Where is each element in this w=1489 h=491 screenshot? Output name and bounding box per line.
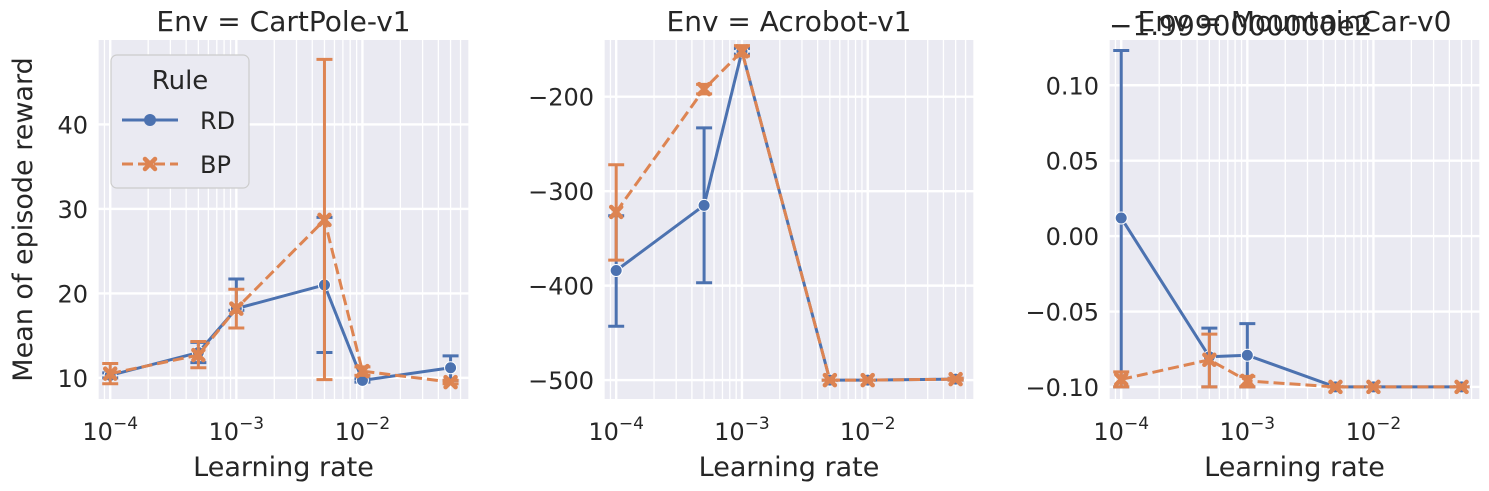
data-point [102, 366, 118, 381]
gridlines [1108, 40, 1481, 399]
y-tick-label: −500 [528, 367, 594, 395]
y-tick-label: −0.10 [1025, 374, 1099, 402]
series-bp [1113, 332, 1470, 395]
data-point [229, 301, 244, 316]
series-bp [102, 57, 459, 390]
x-tick-label: 10−3 [209, 414, 265, 446]
legend-title: Rule [152, 66, 209, 96]
data-point [444, 361, 458, 375]
panel-3: −0.10 −0.05 0.00 0.05 0.10 10−4 10−3 10−2 Learni… [1025, 5, 1481, 483]
x-tick-label: 10−2 [840, 414, 896, 446]
legend: Rule RD BP [110, 54, 250, 189]
x-tick-label: 10−4 [588, 414, 644, 446]
data-point [1240, 348, 1254, 362]
y-tick-label: 0.00 [1046, 223, 1099, 251]
y-tick-label: 20 [57, 280, 88, 308]
plot-area [1109, 40, 1480, 399]
data-point [948, 371, 963, 387]
panel-title: Env = Acrobot-v1 [667, 5, 912, 38]
gridlines [603, 40, 975, 399]
data-point [1240, 373, 1255, 389]
data-point [860, 372, 875, 388]
legend-label-rd: RD [200, 107, 235, 135]
x-tick-label: 10−3 [714, 414, 770, 446]
series-line [1120, 358, 1462, 389]
x-tick-label: 10−4 [82, 414, 138, 446]
y-tick-label: 0.05 [1046, 148, 1099, 176]
y-tick-label: −0.05 [1025, 299, 1099, 327]
data-point [191, 347, 206, 363]
data-point [734, 44, 750, 59]
data-point [317, 212, 332, 228]
data-point [1366, 379, 1381, 395]
y-tick-label: 0.10 [1046, 72, 1099, 100]
data-point [608, 204, 624, 220]
x-axis-label: Learning rate [699, 452, 880, 483]
data-point [609, 264, 623, 278]
series-line [109, 283, 451, 382]
x-tick-label: 10−2 [1346, 414, 1402, 446]
legend-marker [142, 156, 158, 172]
y-tick-label: 30 [57, 196, 88, 224]
data-point [822, 372, 838, 388]
data-point [696, 81, 712, 97]
series-bp [608, 44, 964, 388]
data-point [1202, 352, 1217, 368]
x-tick-label: 10−2 [335, 414, 391, 446]
x-axis-label: Learning rate [1204, 452, 1385, 483]
legend-label-bp: BP [200, 151, 231, 179]
y-tick-label: −400 [528, 273, 594, 301]
series-line [109, 218, 451, 384]
data-point [1114, 211, 1128, 225]
y-tick-label: −300 [528, 178, 594, 206]
series-line [614, 49, 956, 382]
data-point [1328, 379, 1343, 395]
plot-area [604, 40, 974, 399]
panel-title: Env = MountainCar-v0 [1138, 5, 1452, 38]
panel-2: −500 −400 −300 −200 10−4 10−3 10−2 Learning rat… [528, 5, 975, 483]
data-point [1454, 379, 1469, 395]
y-tick-label: −200 [528, 84, 594, 112]
data-point [697, 198, 711, 212]
data-point [443, 374, 458, 390]
legend-box [110, 54, 250, 189]
y-axis-label: Mean of episode reward [8, 57, 39, 381]
y-tick-label: 10 [57, 365, 88, 393]
legend-marker [144, 114, 156, 126]
offset-text: −1.9990000000e2 [1109, 9, 1372, 42]
x-tick-label: 10−4 [1093, 414, 1149, 446]
data-point [1113, 372, 1129, 387]
x-tick-label: 10−3 [1220, 414, 1276, 446]
y-tick-label: 40 [57, 111, 88, 139]
data-point [355, 363, 370, 379]
panel-title: Env = CartPole-v1 [156, 5, 410, 38]
panel-1: 10 20 30 40 10−4 10−3 10−2 Learning rate Mean of… [8, 5, 470, 483]
x-axis-label: Learning rate [193, 452, 374, 483]
